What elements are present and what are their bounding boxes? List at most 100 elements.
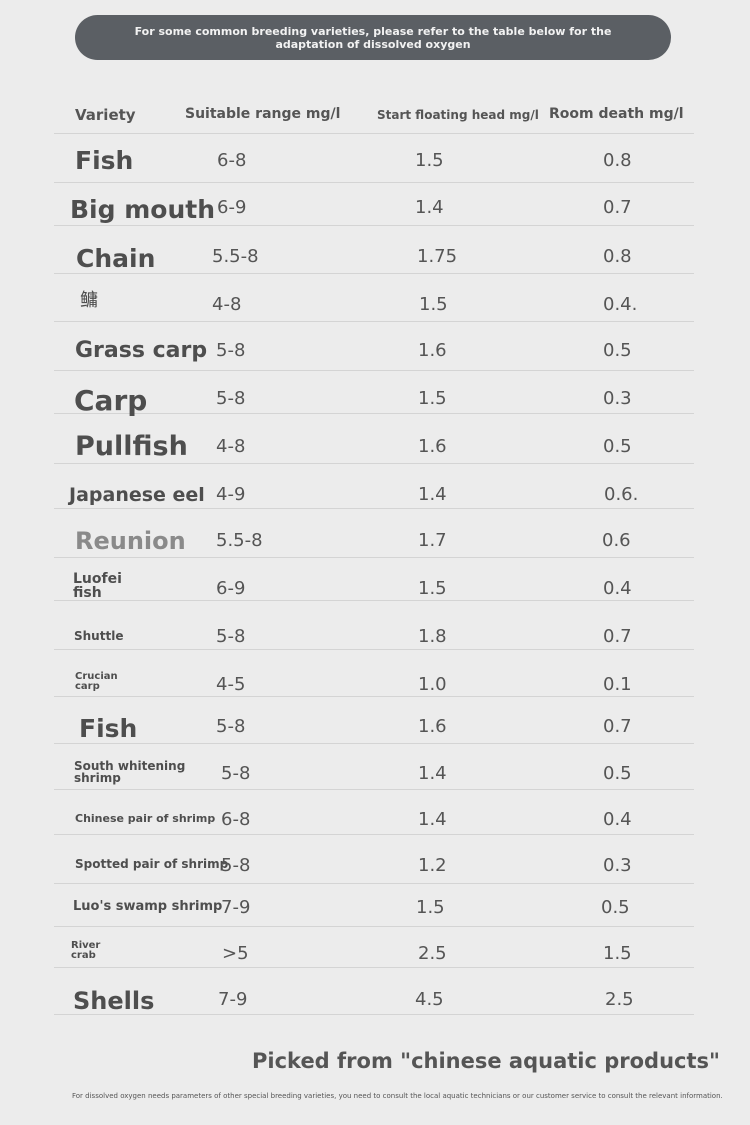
floating-head-value: 1.8: [418, 626, 447, 647]
table-row: Fish 5-8 1.6 0.7: [54, 697, 694, 744]
suitable-range-value: 6-9: [216, 578, 246, 599]
suitable-range-value: 4-8: [216, 436, 246, 457]
floating-head-value: 1.6: [418, 716, 447, 737]
room-death-value: 0.5: [603, 436, 632, 457]
table-row: Grass carp 5-8 1.6 0.5: [54, 322, 694, 371]
suitable-range-value: 6-8: [217, 150, 247, 171]
table-row: Carp 5-8 1.5 0.3: [54, 371, 694, 417]
suitable-range-value: 4-5: [216, 674, 246, 695]
floating-head-value: 1.5: [418, 578, 447, 599]
room-death-value: 0.6.: [604, 484, 639, 505]
floating-head-value: 1.5: [416, 897, 445, 918]
variety-name: Chain: [76, 244, 156, 273]
footnote: For dissolved oxygen needs parameters of…: [72, 1092, 723, 1100]
table-row: River crab >5 2.5 1.5: [54, 927, 694, 968]
room-death-value: 0.4.: [603, 294, 638, 315]
room-death-value: 0.6: [602, 530, 631, 551]
floating-head-value: 1.2: [418, 855, 447, 876]
table-row: Chain 5.5-8 1.75 0.8: [54, 226, 694, 274]
variety-name: Reunion: [75, 527, 186, 555]
table-row: Chinese pair of shrimp 6-8 1.4 0.4: [54, 790, 694, 835]
variety-name: Big mouth: [70, 195, 215, 224]
variety-name: Luofei fish: [73, 571, 122, 601]
room-death-value: 0.3: [603, 855, 632, 876]
room-death-value: 0.4: [603, 809, 632, 830]
suitable-range-value: 5-8: [216, 716, 246, 737]
room-death-value: 0.7: [603, 197, 632, 218]
floating-head-value: 1.75: [417, 246, 458, 267]
suitable-range-value: 5-8: [221, 763, 251, 784]
room-death-value: 2.5: [605, 989, 634, 1010]
suitable-range-value: 5-8: [221, 855, 251, 876]
banner-text: For some common breeding varieties, plea…: [134, 24, 612, 51]
floating-head-value: 1.5: [419, 294, 448, 315]
variety-name: Fish: [79, 714, 138, 743]
room-death-value: 0.5: [603, 763, 632, 784]
variety-name: Luo's swamp shrimp: [73, 899, 223, 914]
variety-name: Crucian carp: [75, 671, 118, 692]
variety-name: Carp: [74, 384, 148, 417]
table-row: Fish 6-8 1.5 0.8: [54, 134, 694, 183]
variety-name: Japanese eel: [69, 484, 205, 506]
variety-name: Shuttle: [74, 629, 124, 643]
table-row: Spotted pair of shrimp 5-8 1.2 0.3: [54, 835, 694, 884]
table-row: Luofei fish 6-9 1.5 0.4: [54, 558, 694, 601]
room-death-value: 0.8: [603, 150, 632, 171]
suitable-range-value: 7-9: [218, 989, 248, 1010]
table-row: Big mouth 6-9 1.4 0.7: [54, 183, 694, 226]
header-variety: Variety: [75, 106, 136, 124]
table-row: Shuttle 5-8 1.8 0.7: [54, 601, 694, 650]
suitable-range-value: 6-9: [217, 197, 247, 218]
suitable-range-value: 4-8: [212, 294, 242, 315]
floating-head-value: 1.0: [418, 674, 447, 695]
suitable-range-value: 5.5-8: [212, 246, 259, 267]
room-death-value: 0.5: [603, 340, 632, 361]
room-death-value: 0.7: [603, 716, 632, 737]
header-start-floating-head: Start floating head mg/l: [377, 108, 539, 122]
floating-head-value: 1.4: [418, 484, 447, 505]
variety-name: River crab: [71, 940, 101, 961]
table-header: Variety Suitable range mg/l Start floati…: [54, 96, 694, 134]
room-death-value: 0.8: [603, 246, 632, 267]
floating-head-value: 1.4: [418, 809, 447, 830]
floating-head-value: 1.6: [418, 436, 447, 457]
variety-name: Fish: [75, 146, 134, 175]
table-row: Reunion 5.5-8 1.7 0.6: [54, 509, 694, 558]
header-suitable-range: Suitable range mg/l: [185, 106, 341, 122]
variety-name: Chinese pair of shrimp: [75, 812, 216, 825]
table-row: South whitening shrimp 5-8 1.4 0.5: [54, 744, 694, 790]
variety-name: South whitening shrimp: [74, 759, 186, 785]
table-row: Japanese eel 4-9 1.4 0.6.: [54, 464, 694, 509]
source-caption: Picked from "chinese aquatic products": [252, 1049, 720, 1073]
floating-head-value: 1.4: [418, 763, 447, 784]
floating-head-value: 2.5: [418, 943, 447, 964]
table-row: Pullfish 4-8 1.6 0.5: [54, 414, 694, 464]
variety-name: 鳙: [80, 290, 98, 311]
floating-head-value: 4.5: [415, 989, 444, 1010]
variety-name: Spotted pair of shrimp: [75, 857, 229, 871]
suitable-range-value: 5-8: [216, 388, 246, 409]
room-death-value: 0.3: [603, 388, 632, 409]
suitable-range-value: 5-8: [216, 340, 246, 361]
variety-name: Grass carp: [75, 338, 208, 363]
suitable-range-value: 5.5-8: [216, 530, 263, 551]
table-row: 鳙 4-8 1.5 0.4.: [54, 274, 694, 322]
floating-head-value: 1.4: [415, 197, 444, 218]
suitable-range-value: 7-9: [221, 897, 251, 918]
floating-head-value: 1.6: [418, 340, 447, 361]
table-row: Luo's swamp shrimp 7-9 1.5 0.5: [54, 884, 694, 927]
table-row: Shells 7-9 4.5 2.5: [54, 968, 694, 1015]
floating-head-value: 1.5: [418, 388, 447, 409]
room-death-value: 0.7: [603, 626, 632, 647]
room-death-value: 0.4: [603, 578, 632, 599]
suitable-range-value: 4-9: [216, 484, 246, 505]
suitable-range-value: 6-8: [221, 809, 251, 830]
room-death-value: 0.1: [603, 674, 632, 695]
table-row: Crucian carp 4-5 1.0 0.1: [54, 650, 694, 697]
floating-head-value: 1.7: [418, 530, 447, 551]
room-death-value: 0.5: [601, 897, 630, 918]
suitable-range-value: 5-8: [216, 626, 246, 647]
floating-head-value: 1.5: [415, 150, 444, 171]
title-banner: For some common breeding varieties, plea…: [75, 15, 671, 60]
variety-name: Shells: [73, 987, 155, 1015]
